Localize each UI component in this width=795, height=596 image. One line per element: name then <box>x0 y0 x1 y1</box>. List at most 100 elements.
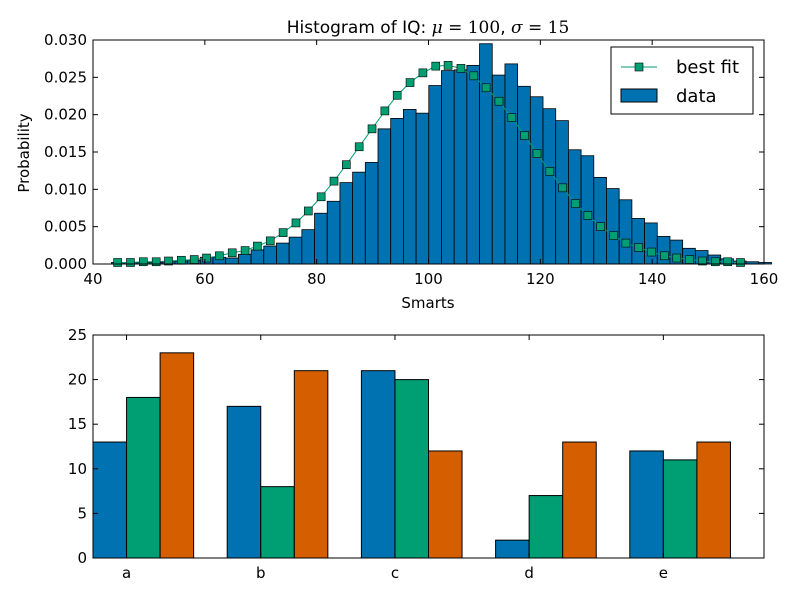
best-fit-marker <box>647 247 656 257</box>
y-tick-label: 0.025 <box>44 68 87 86</box>
grouped-bar <box>293 370 329 559</box>
grouped-bar <box>629 450 664 559</box>
y-tick-label: 0.005 <box>44 218 87 236</box>
histogram-bar <box>263 245 277 265</box>
histogram-bar <box>466 64 480 265</box>
best-fit-marker <box>532 149 542 158</box>
legend-data-label: data <box>676 86 717 107</box>
grouped-bar <box>562 441 597 559</box>
histogram-bar <box>453 69 468 265</box>
best-fit-marker <box>380 106 390 116</box>
best-fit-marker <box>672 253 682 263</box>
histogram-bar <box>390 118 404 265</box>
legend-box <box>610 46 754 115</box>
x-tick-label: 100 <box>414 270 443 288</box>
grouped-bar <box>495 539 530 559</box>
y-tick-label: 0 <box>77 549 87 567</box>
best-fit-marker <box>405 78 415 87</box>
best-fit-marker <box>278 228 288 237</box>
grouped-bar <box>428 450 463 559</box>
grouped-bar <box>394 379 430 559</box>
y-tick-label: 0.020 <box>44 106 87 124</box>
grouped-bar-x-ticks: a b c d e <box>122 335 668 582</box>
histogram-bar <box>288 236 303 265</box>
histogram-bar <box>377 128 392 265</box>
histogram-title-text: Histogram of IQ: <box>287 18 432 38</box>
histogram-bar <box>339 182 354 265</box>
category-label: c <box>391 564 399 582</box>
best-fit-marker <box>507 113 517 122</box>
category-label: b <box>256 564 266 582</box>
best-fit-marker <box>342 160 351 169</box>
histogram-bar <box>758 262 772 265</box>
legend-best-fit-marker <box>634 62 644 72</box>
title-sigma-value: = 15 <box>523 18 570 38</box>
grouped-bar <box>260 486 295 559</box>
histogram-bar <box>504 63 519 265</box>
category-label: a <box>122 564 131 582</box>
best-fit-marker <box>634 243 644 252</box>
x-tick-label: 60 <box>195 270 214 288</box>
x-tick-label: 80 <box>307 270 326 288</box>
x-tick-label: 40 <box>83 270 102 288</box>
best-fit-marker <box>240 246 250 255</box>
histogram-bar <box>542 108 557 265</box>
histogram-bar <box>517 85 531 265</box>
best-fit-marker <box>494 96 504 106</box>
best-fit-marker <box>621 238 631 248</box>
best-fit-marker <box>558 183 568 193</box>
title-mu-value: = 100 <box>443 18 501 38</box>
grouped-bar <box>696 441 731 559</box>
grouped-bar <box>159 352 195 559</box>
title-mu-symbol: μ <box>432 18 443 38</box>
best-fit-marker <box>291 218 301 228</box>
best-fit-marker <box>367 124 377 134</box>
y-tick-label: 15 <box>68 415 87 433</box>
best-fit-marker <box>418 68 428 78</box>
legend-data-patch <box>620 88 658 103</box>
histogram-y-label: Probability <box>15 113 33 192</box>
grouped-bar <box>92 441 128 559</box>
y-tick-label: 0.000 <box>44 255 87 273</box>
grouped-bars <box>92 352 731 559</box>
best-fit-marker <box>443 61 453 70</box>
best-fit-marker <box>189 255 199 264</box>
best-fit-marker <box>609 231 618 240</box>
best-fit-marker <box>456 64 466 73</box>
grouped-bar-chart: a b c d e 0 5 10 15 20 25 <box>68 326 765 582</box>
y-tick-label: 0.010 <box>44 180 87 198</box>
histogram-bar <box>402 109 417 265</box>
best-fit-marker <box>113 258 122 267</box>
best-fit-marker <box>685 255 694 264</box>
y-tick-label: 0.015 <box>44 143 87 161</box>
histogram-bar <box>441 70 455 265</box>
x-tick-label: 140 <box>638 270 667 288</box>
best-fit-marker <box>583 211 593 220</box>
best-fit-marker <box>736 258 745 267</box>
histogram-bar <box>606 188 620 265</box>
histogram-bar <box>580 155 595 265</box>
best-fit-marker <box>265 236 275 246</box>
y-tick-label: 5 <box>77 504 87 522</box>
y-tick-label: 10 <box>68 460 87 478</box>
best-fit-marker <box>151 257 161 267</box>
best-fit-marker <box>545 167 555 176</box>
best-fit-marker <box>316 192 326 202</box>
histogram-bar <box>225 257 239 265</box>
best-fit-marker <box>202 253 211 263</box>
histogram-bar <box>428 85 442 265</box>
histogram-bar <box>237 253 252 265</box>
grouped-bar <box>528 495 564 559</box>
grouped-bar-axes-frame <box>92 334 765 559</box>
best-fit-marker <box>431 61 441 71</box>
grouped-bar-y-ticks: 0 5 10 15 20 25 <box>68 326 764 567</box>
best-fit-marker <box>354 142 364 152</box>
legend-best-fit-label: best fit <box>676 57 739 78</box>
best-fit-marker <box>392 90 402 100</box>
histogram-bar <box>301 229 315 265</box>
category-label: d <box>524 564 534 582</box>
histogram-bar <box>364 162 379 265</box>
histogram-bar <box>529 96 544 265</box>
x-tick-label: 160 <box>750 270 779 288</box>
